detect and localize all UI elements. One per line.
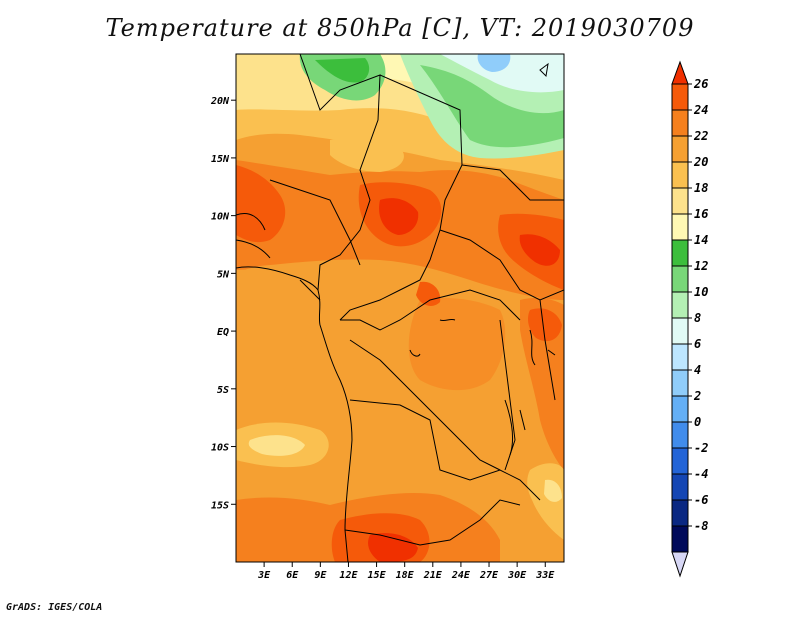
colorbar-label: -6 <box>694 493 708 507</box>
coastlines-borders <box>236 54 564 562</box>
lon-tick-label: 15E <box>368 570 387 581</box>
lat-tick-label: 15N <box>211 154 230 165</box>
colorbar-label: -2 <box>694 441 708 455</box>
colorbar-label: 24 <box>693 103 708 117</box>
field-north-green-dark <box>315 58 370 83</box>
field-east-rim <box>520 297 564 470</box>
colorbar-label: 16 <box>694 207 708 221</box>
colorbar-cell <box>671 369 689 397</box>
colorbar-cell <box>671 265 689 293</box>
lon-tick-label: 33E <box>535 570 555 581</box>
colorbar-label: 26 <box>693 77 708 91</box>
border-line-11 <box>539 299 556 401</box>
lon-tick-label: 27E <box>479 570 499 581</box>
lat-axis: 20N 15N 10N 5N EQ 5S 10S 15S <box>210 96 236 511</box>
colorbar-bottom-arrow <box>671 551 689 578</box>
colorbar-label: 0 <box>694 415 701 429</box>
great-lakes <box>529 329 556 366</box>
colorbar-cell <box>671 291 689 319</box>
field-east-rim-hot <box>528 308 562 342</box>
colorbar-cell <box>671 447 689 475</box>
lon-tick-label: 3E <box>257 570 271 581</box>
map-frame <box>235 53 565 563</box>
colorbar-label: 4 <box>694 363 701 377</box>
colorbar-cell <box>671 109 689 137</box>
lon-tick-label: 12E <box>339 570 358 581</box>
colorbar-label: 14 <box>694 233 708 247</box>
west-coastline <box>236 266 353 562</box>
field-north-palecyan <box>440 54 564 93</box>
field-angola-pale <box>248 435 305 456</box>
field-west-hot <box>236 165 286 243</box>
colorbar-label: -8 <box>694 519 708 533</box>
border-line-6 <box>340 289 521 331</box>
colorbar-label: 20 <box>693 155 708 169</box>
lat-tick-label: 15S <box>211 500 229 511</box>
colorbar-cell <box>671 421 689 449</box>
lon-tick-label: 24E <box>451 570 471 581</box>
border-line-7 <box>349 339 501 471</box>
lat-tick-label: EQ <box>217 327 229 338</box>
colorbar-label: 12 <box>694 259 708 273</box>
lon-tick-label: 6E <box>286 570 299 581</box>
grads-credit: GrADS: IGES/COLA <box>6 602 103 613</box>
colorbar-cell <box>671 161 689 189</box>
colorbar-cell <box>671 343 689 371</box>
field-congo-spot <box>416 281 441 306</box>
field-gulf <box>236 269 314 455</box>
border-line-9 <box>344 499 521 546</box>
lon-tick-label: 30E <box>507 570 527 581</box>
colorbar-cell <box>671 499 689 527</box>
field-congo-warm <box>408 298 506 391</box>
river-outlines <box>409 318 456 357</box>
rift-lakes <box>504 399 526 456</box>
field-east-hottest <box>519 234 560 266</box>
colorbar-label: 8 <box>694 311 701 325</box>
colorbar-label: -4 <box>694 467 708 481</box>
lon-tick-label: 18E <box>396 570 415 581</box>
colorbar-label: 18 <box>694 181 708 195</box>
field-central-hottest <box>379 198 419 235</box>
colorbar-cell <box>671 239 689 267</box>
border-line-4 <box>439 229 564 301</box>
field-sahel-yellow <box>330 139 404 172</box>
colorbar-cell <box>671 83 689 111</box>
field-north-green-east <box>420 65 564 148</box>
border-line-8 <box>349 399 541 501</box>
colorbar-cell <box>671 395 689 423</box>
map-title: Temperature at 850hPa [C], VT: 201903070… <box>105 14 695 42</box>
border-line-1 <box>299 54 381 291</box>
lat-tick-label: 20N <box>210 96 230 107</box>
colorbar-label: 2 <box>693 389 701 403</box>
colorbar-cell <box>671 187 689 215</box>
lat-tick-label: 10N <box>211 212 230 223</box>
field-mozambique-pale <box>544 479 562 502</box>
border-line-3 <box>461 164 564 201</box>
colorbar-cell <box>671 135 689 163</box>
west-africa-borders <box>236 200 271 268</box>
lon-tick-label: 9E <box>314 570 327 581</box>
colorbar-cell <box>671 525 689 553</box>
border-line-5 <box>269 179 361 301</box>
border-line-2 <box>339 74 463 321</box>
field-north-blue <box>477 54 511 72</box>
lat-tick-label: 5S <box>217 385 229 396</box>
lon-axis: 3E 6E 9E 12E 15E 18E 21E 24E 27E 30E 33E <box>257 562 555 581</box>
colorbar-top-arrow <box>671 60 689 85</box>
sinai-outline <box>539 62 549 78</box>
colorbar-label: 22 <box>693 129 708 143</box>
field-south-hottest <box>368 533 418 562</box>
colorbar-label: 10 <box>694 285 708 299</box>
lon-tick-label: 21E <box>423 570 443 581</box>
colorbar-cell <box>671 473 689 501</box>
temperature-field <box>236 54 564 562</box>
lat-tick-label: 5N <box>217 269 230 280</box>
colorbar-cell <box>671 213 689 241</box>
lat-tick-label: 10S <box>211 443 229 454</box>
colorbar-cell <box>671 317 689 345</box>
colorbar-label: 6 <box>694 337 701 351</box>
